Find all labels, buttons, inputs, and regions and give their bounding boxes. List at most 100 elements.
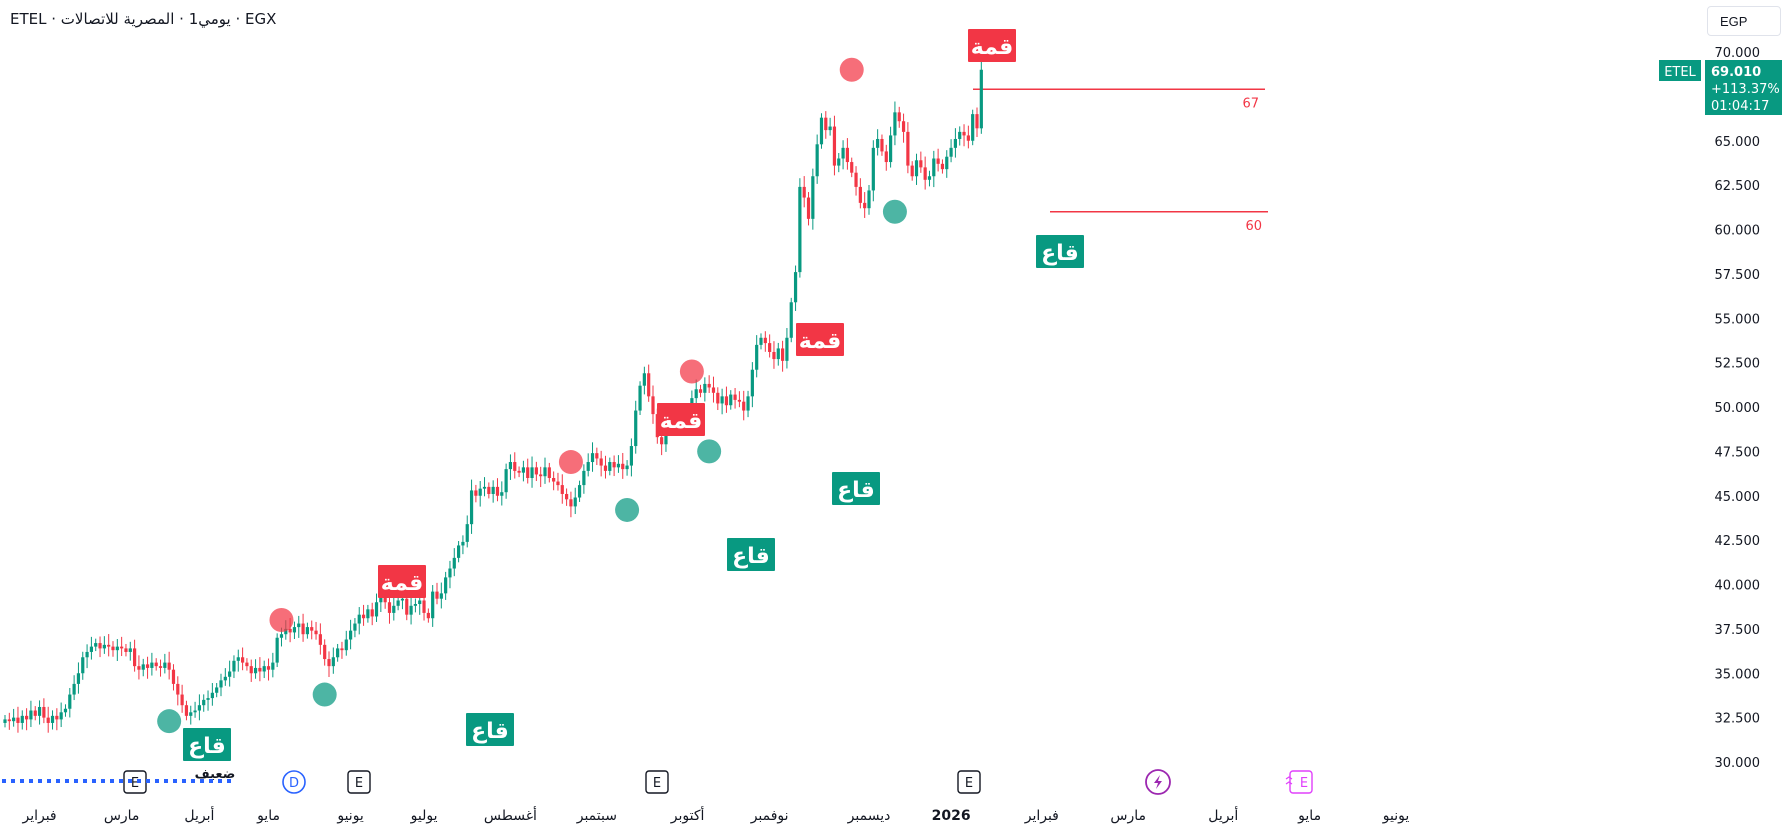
dotted-baseline-dot [92,779,96,783]
candle-body [42,706,46,718]
earnings-marker[interactable] [645,770,669,794]
price-badge-value: 69.010 [1711,65,1761,80]
candle-body [439,593,443,599]
time-axis: فبراير مارس أبريل مايو يونيو يوليو أغسطس سبتمبر… [21,806,1409,824]
earnings-marker-label: E [355,776,363,791]
candle-body [776,348,780,360]
peak-label-bg [968,29,1016,62]
candle-body [76,673,81,684]
candle-body [824,117,828,131]
dotted-baseline-dot [2,779,6,783]
candle-body [452,557,456,569]
dotted-baseline-dot [128,779,132,783]
candle-body [366,609,370,619]
candle-body [37,706,42,716]
candle-body [33,710,37,716]
candle-body [383,595,387,603]
candle-body [7,719,11,722]
earnings-marker[interactable] [957,770,981,794]
candle-body [102,644,106,649]
trough-marker [697,439,722,464]
trough-marker [312,682,337,707]
candle-body [396,600,400,606]
candle-body [651,396,655,415]
candle-body [20,715,24,723]
candle-body [202,699,206,706]
candle-body [616,463,621,468]
candle-body [638,385,642,411]
candle-body [629,446,633,466]
dotted-baseline-dot [101,779,105,783]
dotted-baseline-dot [218,779,222,783]
y-tick-label: 32.500 [1715,712,1761,727]
candle-body [63,708,68,713]
candle-body [854,172,858,187]
candle-body [392,605,396,613]
currency-button[interactable]: EGP [1707,6,1781,36]
candle-body [819,117,824,145]
last-price-badge: ETEL 69.010 +113.37% 01:04:17 [1659,60,1782,115]
price-axis: 30.000 32.500 35.000 37.500 40.000 42.500 45.0… [1715,46,1761,771]
candle-body [910,165,914,177]
candle-body [491,486,495,494]
x-tick-label: يونيو [336,808,364,824]
candle-body [245,662,249,667]
y-tick-label: 45.000 [1715,490,1761,505]
candle-body [750,369,754,397]
candle-body [914,160,919,177]
dividend-marker[interactable] [282,770,306,794]
candle-body [210,692,214,699]
candle-body [867,190,871,209]
x-tick-label: مارس [1110,808,1146,824]
candle-body [768,343,772,352]
dotted-baseline [2,779,231,783]
candle-body [141,664,145,670]
candle-body [932,158,936,177]
candle-body [16,717,20,723]
trough-marker [615,497,640,522]
x-tick-label: أبريل [184,806,214,824]
x-tick-label: يونيو [1382,808,1410,824]
peak-marker [269,608,294,632]
dotted-baseline-dot [173,779,177,783]
candle-body [405,598,409,615]
candle-body [539,474,543,477]
candle-body [266,666,271,670]
candle-body [444,577,448,594]
peak-marker [558,450,583,475]
dotted-baseline-dot [74,779,78,783]
earnings-marker[interactable] [347,770,371,794]
trough-label: قاع [1041,241,1079,266]
candle-body [12,717,16,722]
y-tick-label: 35.000 [1715,667,1761,682]
candle-body [599,458,603,466]
candle-body [279,634,284,638]
candle-body [603,465,608,471]
candle-body [634,410,638,447]
candle-body [107,644,111,647]
price-badge-change: +113.37% [1711,82,1780,97]
candle-body [793,272,798,303]
candle-body [413,604,417,606]
candle-body [25,715,29,720]
earnings-marker-label: E [653,776,661,791]
candle-body [543,467,547,477]
candle-body [133,648,137,667]
y-tick-label: 40.000 [1715,579,1761,594]
candle-body [426,612,430,619]
trough-label-bg [1036,235,1084,268]
candle-body [59,712,63,720]
x-tick-label: أكتوبر [670,806,705,824]
candle-body [781,348,785,361]
trough-label-bg [832,472,880,505]
candle-body [50,715,55,723]
candle-body [68,694,72,709]
candle-body [707,383,711,388]
trough-label-bg [727,538,775,571]
candle-body [258,667,262,672]
dotted-baseline-dot [164,779,168,783]
candle-body [197,705,201,711]
candle-body [971,114,975,141]
candle-body [457,545,461,558]
